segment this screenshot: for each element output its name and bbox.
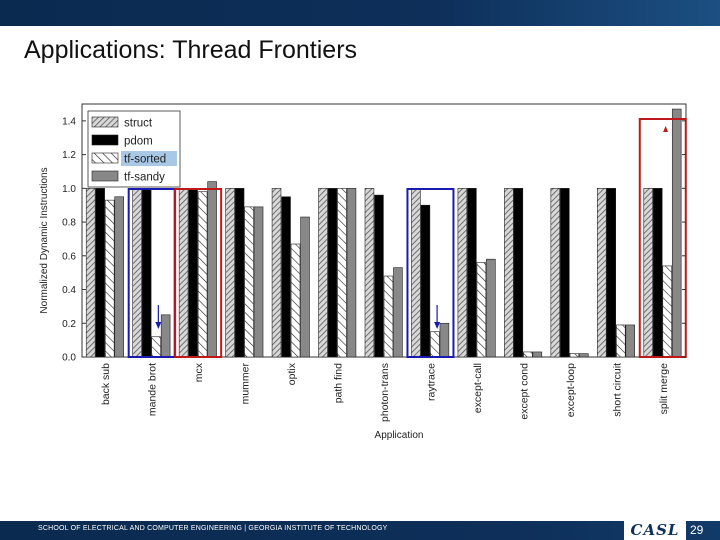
bar-tf-sandy (160, 314, 171, 358)
bar-struct (550, 188, 561, 358)
bar-tf-sandy (486, 258, 496, 358)
x-axis-title: Application (375, 430, 424, 441)
legend-swatch-tf-sorted (91, 152, 119, 164)
casl-logo: CASL (624, 521, 686, 540)
arrow-up-icon (663, 126, 669, 132)
bar-tf-sorted (337, 188, 347, 358)
x-tick-label: back sub (100, 363, 112, 405)
x-tick-label: except-loop (565, 363, 577, 417)
legend-swatch-struct (91, 116, 119, 128)
bar-tf-sandy (207, 181, 217, 358)
x-tick-label: mummer (240, 363, 252, 405)
bar-pdom (95, 188, 105, 358)
x-tick-label: photon-trans (379, 363, 391, 422)
bar-tf-sandy (300, 216, 310, 358)
legend-highlight (121, 151, 177, 166)
bar-tf-sorted (662, 265, 672, 358)
bar-struct (364, 188, 375, 358)
arrow-down-icon (434, 322, 441, 329)
bar-tf-sorted (523, 351, 533, 358)
y-tick-label: 1.4 (62, 116, 76, 127)
bar-pdom (420, 204, 431, 358)
x-tick-label: except cond (518, 363, 530, 420)
bar-pdom (467, 188, 477, 358)
bar-tf-sandy (439, 322, 450, 358)
bar-tf-sorted (197, 191, 208, 358)
arrow-down-icon (155, 322, 162, 329)
bar-tf-sorted (104, 199, 115, 358)
bar-tf-sorted (383, 275, 394, 358)
bar-struct (411, 188, 421, 358)
bar-struct (597, 188, 607, 358)
x-tick-label: optix (286, 362, 298, 385)
x-tick-label: mcx (193, 362, 205, 382)
bar-tf-sorted (244, 206, 254, 358)
x-tick-label: raytrace (425, 363, 437, 401)
y-tick-label: 0.0 (62, 353, 76, 364)
bar-struct (504, 188, 514, 358)
bar-pdom (141, 188, 152, 358)
bar-struct (225, 188, 235, 358)
bar-tf-sandy (579, 353, 589, 358)
bar-pdom (281, 196, 291, 358)
bar-struct (178, 188, 189, 358)
bar-struct (643, 188, 653, 358)
bar-struct (132, 188, 142, 358)
bar-struct (318, 188, 328, 358)
legend-swatch-pdom (91, 134, 119, 146)
bar-tf-sandy (625, 324, 636, 358)
bar-pdom (652, 188, 663, 358)
bar-tf-sorted (616, 324, 626, 358)
bar-pdom (234, 188, 245, 358)
legend-swatch-tf-sandy (91, 170, 119, 182)
footer-bar: SCHOOL OF ELECTRICAL AND COMPUTER ENGINE… (0, 521, 720, 540)
header-bar (0, 0, 720, 26)
bar-tf-sorted (569, 353, 580, 358)
bar-struct (271, 188, 282, 358)
bar-tf-sandy (346, 188, 357, 358)
bar-tf-sorted (290, 243, 301, 358)
y-tick-label: 0.6 (62, 251, 76, 262)
y-tick-label: 1.0 (62, 184, 76, 195)
bar-tf-sandy (114, 196, 124, 358)
x-tick-label: mande brot (147, 363, 159, 416)
footer-text: SCHOOL OF ELECTRICAL AND COMPUTER ENGINE… (38, 525, 388, 532)
x-tick-label: short circuit (611, 363, 623, 417)
legend-label-struct: struct (124, 118, 153, 130)
bar-tf-sorted (151, 336, 161, 358)
bar-pdom (513, 188, 524, 358)
legend-label-pdom: pdom (124, 136, 153, 148)
y-axis-title: Normalized Dynamic Instructions (39, 167, 50, 313)
bar-pdom (606, 188, 617, 358)
y-tick-label: 1.2 (62, 150, 76, 161)
x-tick-label: except-call (472, 363, 484, 413)
bar-pdom (374, 194, 384, 358)
y-tick-label: 0.8 (62, 218, 76, 229)
bar-struct (457, 188, 468, 358)
bar-tf-sandy (532, 351, 543, 358)
bar-tf-sandy (671, 108, 682, 358)
bar-chart: 0.0 0.2 0.4 0.6 0.8 1.0 1.2 1.4 back sub mande br… (39, 103, 687, 441)
bar-pdom (327, 188, 338, 358)
bar-tf-sandy (253, 206, 264, 358)
page-number: 29 (690, 523, 704, 537)
legend-label-tf-sandy: tf-sandy (124, 172, 165, 184)
bar-tf-sorted (476, 262, 487, 358)
slide-title: Applications: Thread Frontiers (24, 36, 358, 64)
x-tick-label: path find (333, 363, 345, 403)
bar-pdom (560, 188, 570, 358)
bar-struct (85, 188, 96, 358)
x-tick-label: split merge (658, 363, 670, 415)
y-tick-label: 0.2 (62, 319, 76, 330)
bar-tf-sandy (393, 267, 403, 358)
bar-tf-sorted (430, 331, 440, 358)
bar-pdom (188, 188, 198, 358)
y-tick-label: 0.4 (62, 285, 76, 296)
legend-label-tf-sorted: tf-sorted (124, 154, 166, 166)
